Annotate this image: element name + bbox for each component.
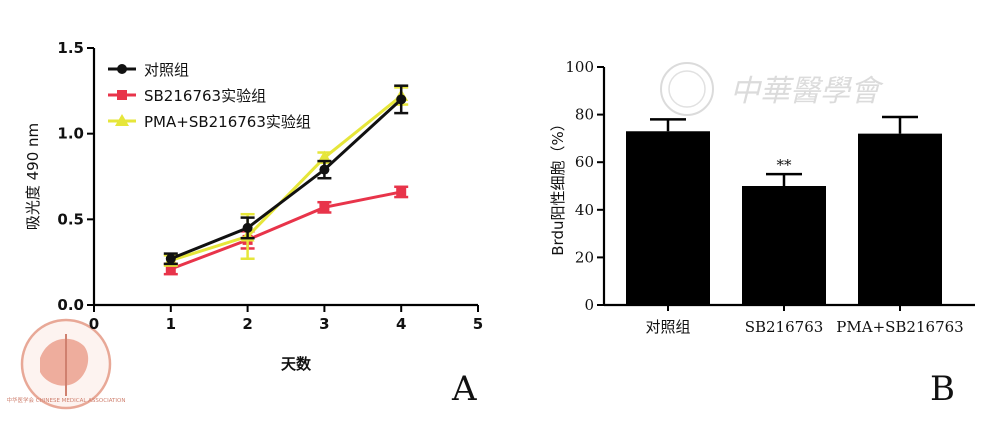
- panel-a-y-tick-label: 1.5: [57, 39, 84, 57]
- panel-b-y-tick-label: 40: [575, 201, 594, 219]
- watermark: 中華醫學會: [660, 62, 884, 116]
- watermark-text: 中華醫學會: [730, 74, 884, 109]
- panel-b-y-tick-label: 80: [575, 106, 594, 124]
- panel-a-x-tick-label: 5: [473, 315, 483, 333]
- data-point: [319, 164, 330, 175]
- panel-a-x-tick-label: 2: [242, 315, 252, 333]
- panel-a-y-tick-label: 0.5: [57, 210, 84, 228]
- panel-a-y-tick-label: 1.0: [57, 125, 84, 143]
- watermark-seal-icon: [660, 62, 714, 116]
- panel-a-y-axis-label: 吸光度 490 nm: [24, 123, 42, 230]
- panel-b-bar-chart: 0 20 40 60 80 100 Brdu阳性细胞（%） 对照组 ** SB216763 PMA+…: [549, 58, 975, 336]
- panel-b-x-tick-label: SB216763: [745, 318, 824, 336]
- series-line: [170, 98, 403, 261]
- bar: [626, 131, 710, 305]
- data-point: [396, 186, 407, 197]
- data-point: [396, 94, 407, 105]
- data-point: [165, 253, 176, 264]
- legend-entry: 对照组: [144, 61, 189, 79]
- panel-b-x-tick-label: 对照组: [645, 318, 690, 336]
- panel-b-y-axis-label: Brdu阳性细胞（%）: [549, 116, 567, 255]
- panel-b-y-tick-label: 60: [575, 153, 594, 171]
- legend-marker: [115, 114, 129, 126]
- panel-a-letter: A: [451, 369, 477, 409]
- panel-b-y-tick-label: 0: [584, 296, 594, 314]
- data-point: [317, 150, 332, 163]
- panel-b-y-tick-label: 20: [575, 248, 594, 266]
- panel-a-x-tick-label: 3: [319, 315, 329, 333]
- bar: [742, 186, 826, 305]
- significance-label: **: [777, 156, 793, 174]
- bar: [858, 133, 942, 305]
- legend-entry: SB216763实验组: [144, 87, 266, 105]
- series-line: [170, 190, 402, 271]
- panel-b-letter: B: [930, 369, 955, 409]
- cma-logo-text: 中华医学会 CHINESE MEDICAL ASSOCIATION: [7, 396, 126, 404]
- data-point: [319, 202, 330, 213]
- panel-a-x-tick-label: 1: [166, 315, 176, 333]
- legend-marker: [117, 64, 127, 74]
- panel-b-y-tick-label: 100: [565, 58, 594, 76]
- legend-entry: PMA+SB216763实验组: [144, 113, 311, 131]
- panel-a-y-tick-label: 0.0: [57, 296, 84, 314]
- panel-a-x-tick-label: 4: [396, 315, 406, 333]
- panel-b-x-tick-label: PMA+SB216763: [836, 318, 963, 336]
- data-point: [165, 264, 176, 275]
- panel-a-x-axis-label: 天数: [281, 355, 312, 373]
- data-point: [242, 222, 253, 233]
- cma-logo: 中华医学会 CHINESE MEDICAL ASSOCIATION: [7, 318, 126, 410]
- legend-marker: [117, 90, 127, 100]
- panel-a-line-chart: 0.0 0.5 1.0 1.5 0 1 2 3 4 5 天数 吸光度 490 nm 对照组 SB21676…: [24, 39, 483, 373]
- panel-a-x-tick-label: 0: [89, 315, 99, 333]
